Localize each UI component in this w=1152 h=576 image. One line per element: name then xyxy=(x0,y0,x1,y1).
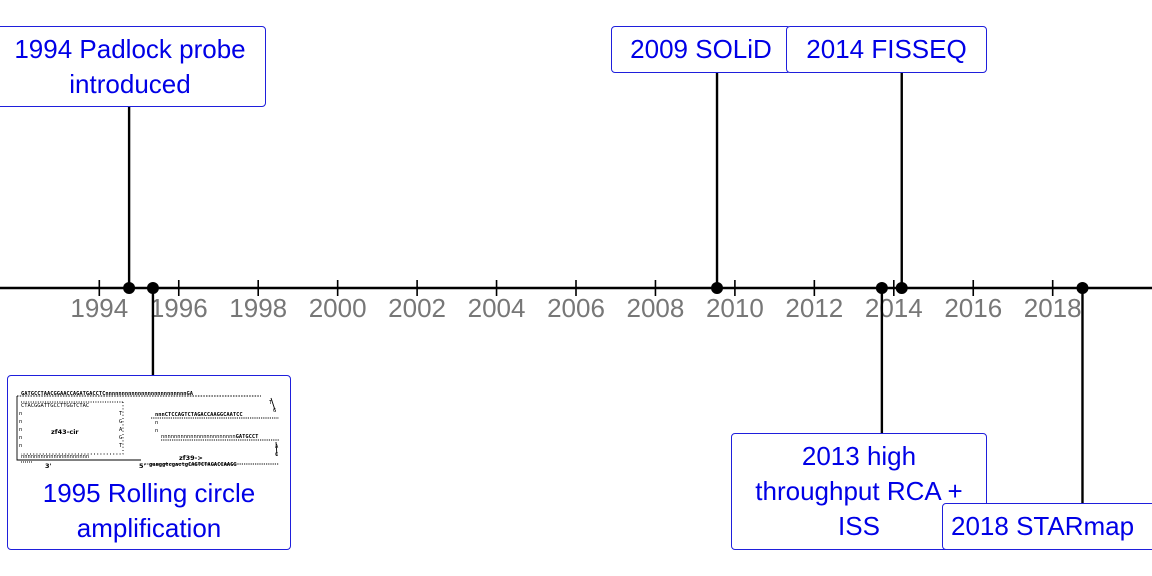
event-box-fisseq: 2014 FISSEQ xyxy=(786,26,987,73)
svg-text:T: T xyxy=(119,443,123,449)
event-markers xyxy=(123,282,1089,294)
axis-tick-label: 2012 xyxy=(785,293,843,323)
event-text-line: 2013 high xyxy=(801,441,917,471)
axis-tick-label: 2006 xyxy=(547,293,605,323)
event-box-padlock-probe: 1994 Padlock probe introduced xyxy=(0,26,266,107)
event-marker-high-throughput xyxy=(875,282,888,294)
axis-tick-label: 2010 xyxy=(706,293,764,323)
event-text-line: throughput RCA + xyxy=(755,476,963,506)
svg-text:C: C xyxy=(275,452,278,458)
svg-text:nnnnnnnnnnnnnnnnnnnnnnnGATGCCT: nnnnnnnnnnnnnnnnnnnnnnnGATGCCT xyxy=(161,434,259,440)
svg-text:T: T xyxy=(119,411,123,417)
event-stems xyxy=(127,73,1084,503)
event-text-line: 2009 SOLiD xyxy=(630,34,772,64)
svg-text:GATGCCTAACGGAACCAGATGACCTCnnnn: GATGCCTAACGGAACCAGATGACCTCnnnnnnnnnnnnnn… xyxy=(21,391,194,397)
event-text-line: 2014 FISSEQ xyxy=(806,34,967,64)
svg-text:G: G xyxy=(273,408,276,414)
event-box-starmap: 2018 STARmap xyxy=(942,503,1152,550)
event-text-line: introduced xyxy=(69,68,191,99)
svg-text:G: G xyxy=(119,435,122,441)
event-text-line: 1995 Rolling circle xyxy=(42,478,256,508)
schematic-label: zf39-> xyxy=(179,454,203,462)
event-marker-solid xyxy=(711,282,724,294)
axis-tick-label: 1998 xyxy=(229,293,287,323)
event-marker-starmap xyxy=(1076,282,1089,294)
svg-text:n: n xyxy=(155,428,158,434)
svg-text:gaaggtcgactgCAGTCTAGACCAAGG: gaaggtcgactgCAGTCTAGACCAAGG xyxy=(149,462,237,468)
axis-tick-label: 2014 xyxy=(865,293,923,323)
axis-tick-label: 1996 xyxy=(150,293,208,323)
axis-tick-label: 2000 xyxy=(309,293,367,323)
schematic-label: zf43-cir xyxy=(51,428,79,436)
svg-text:n: n xyxy=(155,420,158,426)
axis-tick-label: 2002 xyxy=(388,293,446,323)
schematic-label: 5' xyxy=(139,462,146,470)
svg-text:n: n xyxy=(19,443,22,449)
svg-text:n: n xyxy=(19,427,22,433)
axis-tick-label: 1994 xyxy=(70,293,128,323)
event-marker-padlock xyxy=(123,282,136,294)
event-text-line: 1994 Padlock probe xyxy=(14,33,246,64)
svg-text:G: G xyxy=(119,419,122,425)
svg-text:A: A xyxy=(119,427,123,433)
event-box-solid: 2009 SOLiD xyxy=(611,26,791,73)
event-text-line: ISS xyxy=(838,511,880,541)
schematic-label: 3' xyxy=(45,462,52,470)
svg-text:nnnnnnnnnnnnnnnnnnnnn: nnnnnnnnnnnnnnnnnnnnn xyxy=(21,454,89,460)
svg-text:n: n xyxy=(19,411,22,417)
event-box-rolling-circle: GATGCCTAACGGAACCAGATGACCTCnnnnnnnnnnnnnn… xyxy=(7,375,291,550)
axis-tick-label: 2018 xyxy=(1024,293,1082,323)
axis-tick-label: 2008 xyxy=(627,293,685,323)
axis-ticks: 1994 1996 1998 2000 2002 2004 2006 2008 2010 2012… xyxy=(70,280,1082,323)
event-text-line: amplification xyxy=(76,513,222,543)
svg-text:A: A xyxy=(275,444,279,450)
svg-text:n: n xyxy=(19,435,22,441)
axis-tick-label: 2016 xyxy=(944,293,1002,323)
event-marker-rolling-circle xyxy=(146,282,159,294)
svg-text:n: n xyxy=(19,419,22,425)
axis-tick-label: 2004 xyxy=(468,293,526,323)
event-marker-fisseq xyxy=(895,282,908,294)
svg-text:CTACGGATTGCCTTGGTCTAC: CTACGGATTGCCTTGGTCTAC xyxy=(21,403,89,409)
event-text-line: 2018 STARmap xyxy=(951,511,1135,541)
svg-text:T: T xyxy=(269,400,273,406)
svg-text:nnnCTCCAGTCTAGACCAAGGCAATCC: nnnCTCCAGTCTAGACCAAGGCAATCC xyxy=(155,412,243,418)
rolling-circle-schematic-image: GATGCCTAACGGAACCAGATGACCTCnnnnnnnnnnnnnn… xyxy=(16,391,279,470)
